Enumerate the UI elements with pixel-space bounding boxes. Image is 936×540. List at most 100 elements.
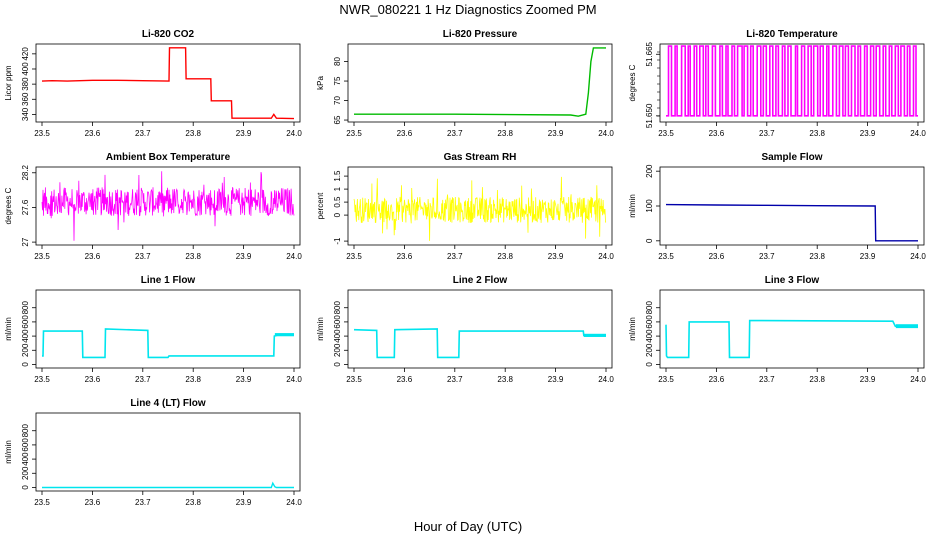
panel-line2: Line 2 Flow ml/min 23.5 23.6 23.7 23.8 23.9 24.… (316, 275, 614, 384)
panel-title: Line 4 (LT) Flow (130, 398, 206, 409)
panel-ylabel: degrees C (628, 64, 637, 101)
x-tick-label: 24.0 (598, 252, 614, 261)
series-group (665, 319, 918, 359)
figure-xlabel: Hour of Day (UTC) (414, 519, 522, 534)
panel-ylabel: percent (316, 192, 325, 219)
y-tick-label: 1 (333, 186, 342, 191)
y-tick-label: 51.650 (645, 103, 654, 128)
y-tick-label: 420 (21, 47, 30, 61)
y-tick-label: 800 (21, 301, 30, 315)
panel-ylabel: degrees C (4, 187, 13, 224)
panel-pressure: Li-820 Pressure kPa 23.5 23.6 23.7 23.8 23.9 24… (316, 29, 614, 138)
y-tick-label: 0 (333, 362, 342, 367)
y-tick-label: 400 (21, 62, 30, 76)
x-tick-label: 23.5 (346, 375, 362, 384)
plot-frame (347, 166, 613, 246)
y-tick-label: 0 (333, 212, 342, 217)
panel-title: Line 1 Flow (141, 275, 196, 286)
panel-title: Ambient Box Temperature (106, 152, 231, 163)
series-band (274, 333, 294, 337)
panel-line3: Line 3 Flow ml/min 23.5 23.6 23.7 23.8 23.9 24.… (628, 275, 926, 384)
x-tick-label: 23.8 (809, 375, 825, 384)
x-tick-label: 23.9 (860, 375, 876, 384)
y-tick-label: 600 (21, 315, 30, 329)
panel-temperature: Li-820 Temperature degrees C 23.5 23.6 23.7 2… (628, 29, 926, 138)
y-tick-label: 27 (21, 237, 30, 246)
y-tick-label: 800 (21, 424, 30, 438)
panel-title: Line 2 Flow (453, 275, 508, 286)
y-tick-label: 600 (645, 315, 654, 329)
y-tick-label: 200 (21, 343, 30, 357)
panel-ylabel: ml/min (628, 317, 637, 341)
panel-title: Li-820 Temperature (746, 29, 838, 40)
series-group (665, 203, 918, 242)
panel-title: Gas Stream RH (444, 152, 517, 163)
y-tick-label: 0 (645, 362, 654, 367)
x-tick-label: 23.6 (397, 129, 413, 138)
x-tick-label: 23.5 (346, 252, 362, 261)
x-tick-label: 23.5 (34, 252, 50, 261)
x-tick-label: 23.6 (709, 252, 725, 261)
panel-line4: Line 4 (LT) Flow ml/min 23.5 23.6 23.7 23.8 23… (4, 398, 302, 507)
panel-sample: Sample Flow ml/min 23.5 23.6 23.7 23.8 23.9 24.… (628, 152, 926, 261)
panel-ylabel: kPa (316, 76, 325, 90)
y-tick-label: 200 (645, 343, 654, 357)
y-tick-label: 340 (21, 107, 30, 121)
x-tick-label: 23.7 (135, 498, 151, 507)
series-noise (353, 176, 607, 241)
panel-title: Sample Flow (761, 152, 822, 163)
x-tick-label: 24.0 (286, 375, 302, 384)
series-line (353, 328, 606, 359)
y-tick-label: 380 (21, 77, 30, 91)
y-tick-label: 0.5 (333, 196, 342, 208)
series-band (583, 333, 606, 337)
y-tick-label: 800 (333, 301, 342, 315)
series-group (42, 328, 294, 359)
series-group (41, 171, 295, 241)
series-group (41, 47, 295, 120)
x-tick-label: 23.8 (497, 129, 513, 138)
x-tick-label: 24.0 (598, 129, 614, 138)
series-line (41, 47, 295, 120)
x-tick-label: 23.8 (185, 252, 201, 261)
panel-title: Li-820 Pressure (443, 29, 518, 40)
x-tick-label: 24.0 (598, 375, 614, 384)
y-tick-label: 400 (21, 329, 30, 343)
y-tick-label: 800 (645, 301, 654, 315)
panel-title: Li-820 CO2 (142, 29, 195, 40)
panel-ylabel: Licor ppm (4, 65, 13, 100)
series-line (665, 45, 919, 117)
y-tick-label: 600 (21, 438, 30, 452)
y-tick-label: 360 (21, 92, 30, 106)
x-tick-label: 23.9 (236, 252, 252, 261)
x-tick-label: 23.7 (447, 252, 463, 261)
x-tick-label: 24.0 (286, 252, 302, 261)
panel-line1: Line 1 Flow ml/min 23.5 23.6 23.7 23.8 23.9 24.… (4, 275, 302, 384)
y-tick-label: 65 (333, 115, 342, 124)
y-tick-label: 100 (645, 199, 654, 213)
x-tick-label: 23.6 (85, 375, 101, 384)
series-line (665, 319, 918, 359)
x-tick-label: 24.0 (910, 375, 926, 384)
y-tick-label: 70 (333, 96, 342, 105)
plot-frame (659, 166, 925, 246)
x-tick-label: 23.9 (236, 129, 252, 138)
panel-ylabel: ml/min (4, 317, 13, 341)
y-tick-label: 1.5 (333, 170, 342, 182)
y-tick-label: 400 (645, 329, 654, 343)
x-tick-label: 23.9 (236, 375, 252, 384)
y-tick-label: 75 (333, 76, 342, 85)
x-tick-label: 23.9 (860, 129, 876, 138)
plot-frame (347, 289, 613, 369)
x-tick-label: 23.7 (135, 375, 151, 384)
x-tick-label: 23.9 (548, 129, 564, 138)
x-tick-label: 24.0 (910, 129, 926, 138)
series-line (354, 47, 606, 117)
x-tick-label: 23.7 (447, 129, 463, 138)
series-line (42, 481, 294, 489)
x-tick-label: 23.5 (658, 129, 674, 138)
series-group (42, 481, 294, 489)
y-tick-label: -1 (333, 237, 342, 245)
x-tick-label: 23.7 (759, 252, 775, 261)
panel-co2: Li-820 CO2 Licor ppm 23.5 23.6 23.7 23.8 23.9 2… (4, 29, 302, 138)
